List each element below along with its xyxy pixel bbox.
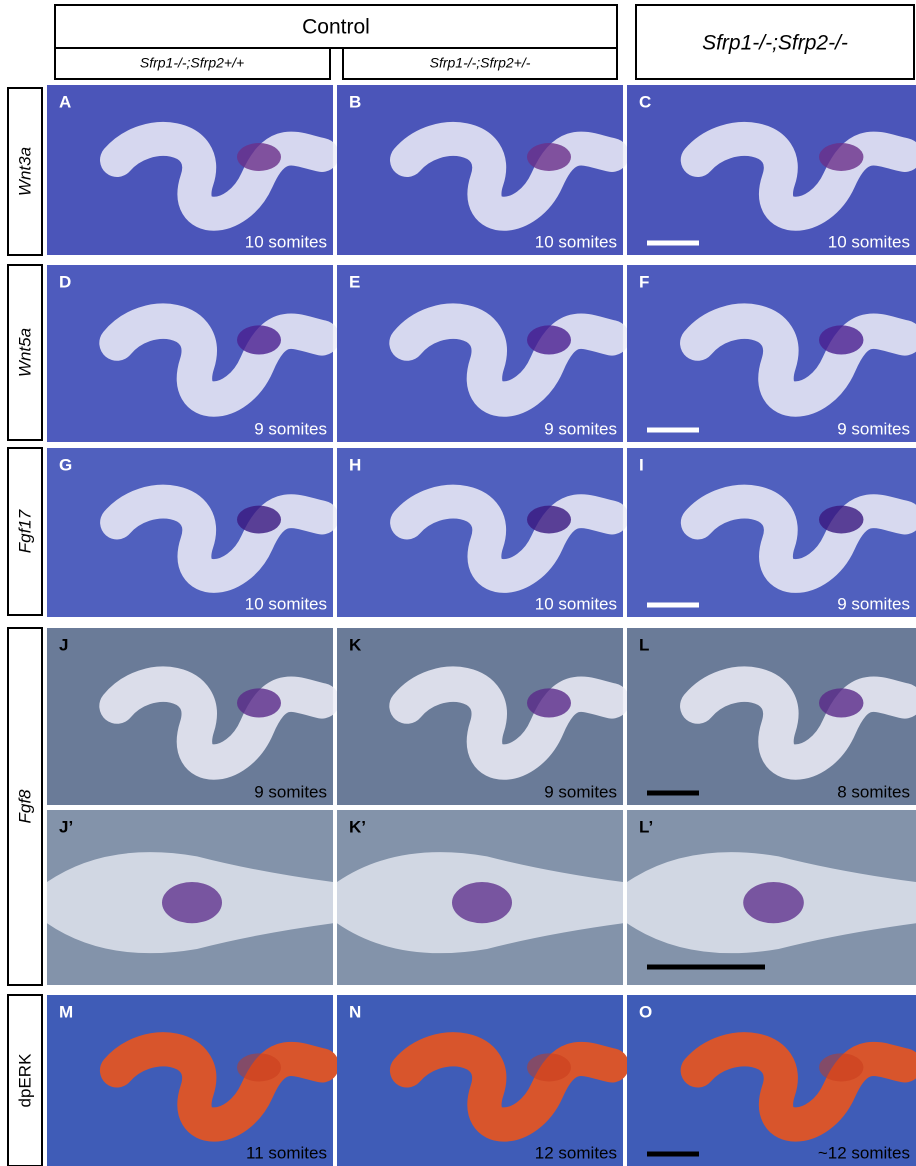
row-label: Wnt5a [15,328,34,377]
stain [162,882,222,923]
row-label: dpERK [15,1053,34,1108]
panel: M 11 somites [47,995,333,1166]
stain [819,688,863,717]
stain [237,506,281,534]
panel: A 10 somites [47,85,333,255]
panel: J 9 somites [47,628,333,805]
panel: E 9 somites [337,265,623,442]
panel-letter: J [59,635,68,654]
panel-caption: 9 somites [544,419,617,438]
panel: J’ [47,810,333,985]
stain [237,1053,281,1081]
panel-caption: 8 somites [837,782,910,801]
panel: L 8 somites [627,628,916,805]
row-label: Fgf17 [15,509,34,553]
panel-letter: D [59,272,71,291]
panel: K’ [337,810,623,985]
panel-caption: 12 somites [535,1143,617,1162]
panel: C 10 somites [627,85,916,255]
panel-letter: J’ [59,817,73,836]
stain [237,688,281,717]
column-label: Sfrp1-/-;Sfrp2-/- [702,32,848,55]
panel-letter: K [349,635,362,654]
panel-caption: 9 somites [544,782,617,801]
panel: K 9 somites [337,628,623,805]
row-label: Wnt3a [15,147,34,196]
panel-caption: 9 somites [837,419,910,438]
stain [237,143,281,171]
panel: F 9 somites [627,265,916,442]
panel: H 10 somites [337,448,623,617]
panel: L’ [627,810,916,985]
stain [527,1053,571,1081]
panel-caption: 9 somites [254,419,327,438]
figure: Control Sfrp1-/-;Sfrp2+/+ Sfrp1-/-;Sfrp2… [0,0,916,1166]
panel-letter: L’ [639,817,653,836]
row-label: Fgf8 [15,789,34,824]
panel: O ~12 somites [627,995,916,1166]
panel-caption: 10 somites [245,594,327,613]
panel-letter: I [639,455,644,474]
panel-caption: 9 somites [837,594,910,613]
panel-letter: M [59,1002,73,1021]
panel-letter: H [349,455,361,474]
panel-letter: C [639,92,651,111]
panel-letter: G [59,455,72,474]
stain [237,325,281,354]
panel: I 9 somites [627,448,916,617]
panel-letter: E [349,272,360,291]
panel-caption: 10 somites [535,232,617,251]
panel-caption: 11 somites [246,1143,327,1162]
panel-letter: O [639,1002,652,1021]
column-label: Sfrp1-/-;Sfrp2+/- [430,55,531,71]
stain [527,506,571,534]
stain [527,325,571,354]
panel-letter: B [349,92,361,111]
stain [527,143,571,171]
panel-letter: N [349,1002,361,1021]
panel-caption: 10 somites [828,232,910,251]
stain [452,882,512,923]
panel-caption: 10 somites [535,594,617,613]
panel-caption: 9 somites [254,782,327,801]
panel-caption: ~12 somites [818,1143,910,1162]
stain [527,688,571,717]
panel-letter: K’ [349,817,366,836]
panel-letter: F [639,272,649,291]
panel-caption: 10 somites [245,232,327,251]
panel-letter: L [639,635,649,654]
stain [819,143,863,171]
stain [819,325,863,354]
panel: B 10 somites [337,85,623,255]
panel-letter: A [59,92,71,111]
column-label: Sfrp1-/-;Sfrp2+/+ [140,55,244,71]
panel: N 12 somites [337,995,623,1166]
panel: D 9 somites [47,265,333,442]
stain [819,506,863,534]
stain [743,882,804,923]
stain [819,1053,863,1081]
panel: G 10 somites [47,448,333,617]
group-label: Control [302,16,370,39]
